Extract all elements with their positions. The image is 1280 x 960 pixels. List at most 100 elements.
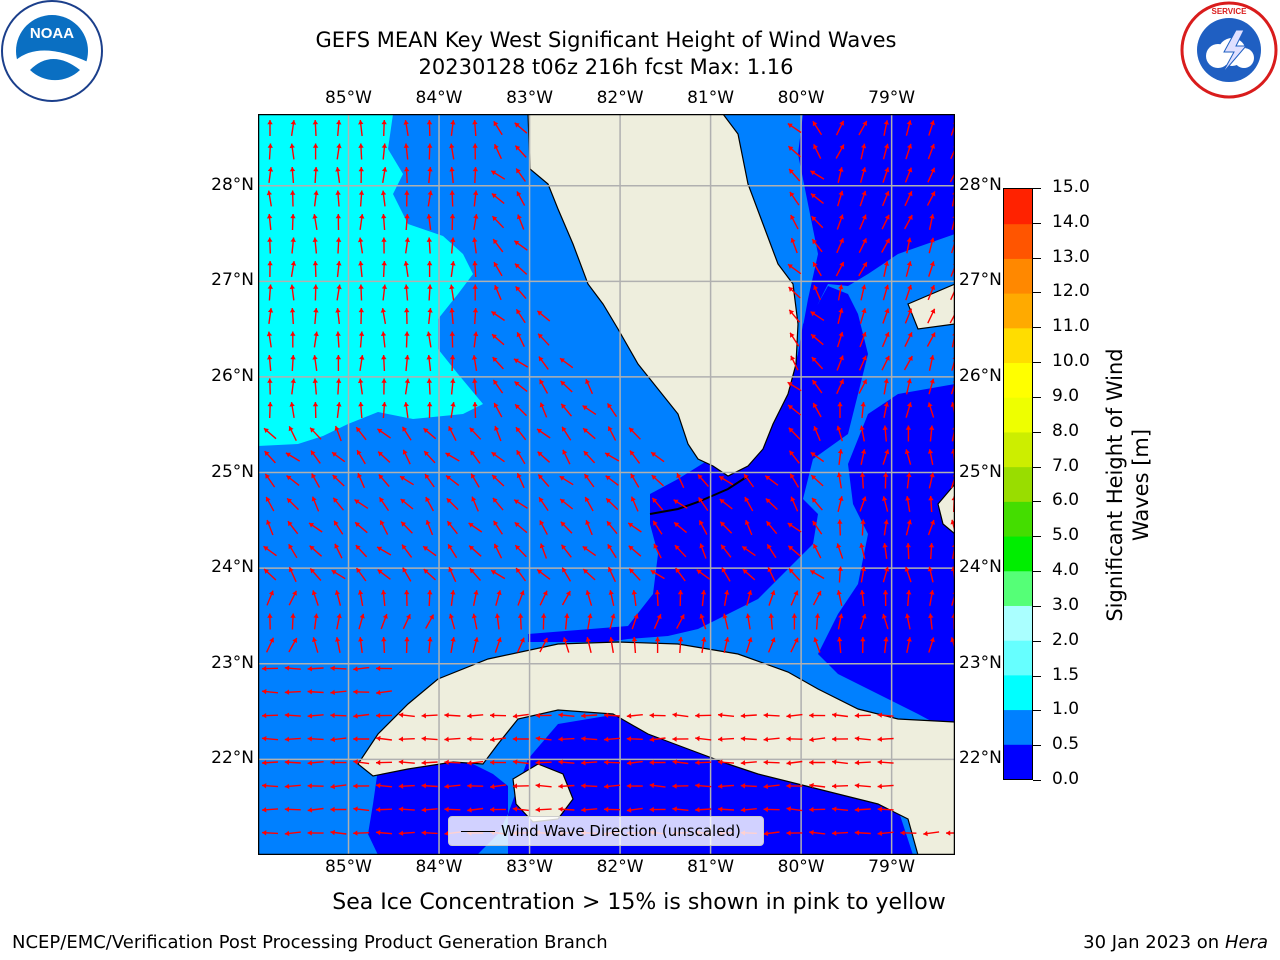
wave-arrow bbox=[427, 143, 433, 160]
wave-arrow bbox=[289, 284, 295, 301]
wave-arrow bbox=[469, 568, 482, 581]
wave-arrow bbox=[837, 636, 843, 654]
legend-line-swatch bbox=[461, 831, 495, 832]
wave-arrow bbox=[854, 760, 871, 766]
wave-arrow bbox=[859, 589, 865, 607]
wave-arrow bbox=[906, 237, 912, 254]
wave-arrow bbox=[928, 472, 935, 489]
wave-arrow bbox=[423, 450, 436, 464]
wave-arrow bbox=[444, 759, 461, 765]
wave-arrow bbox=[810, 170, 825, 180]
land-andros bbox=[937, 483, 955, 535]
wave-arrow bbox=[763, 736, 780, 742]
wave-arrow bbox=[514, 381, 528, 392]
colorbar-segment bbox=[1004, 674, 1032, 711]
colorbar-segment bbox=[1004, 258, 1032, 294]
wave-arrow bbox=[398, 712, 415, 718]
wave-arrow bbox=[904, 190, 913, 207]
wave-arrow bbox=[836, 355, 844, 371]
wave-arrow bbox=[264, 473, 276, 488]
land-bahamas bbox=[907, 283, 955, 330]
wave-arrow bbox=[649, 806, 666, 813]
wave-arrow bbox=[267, 401, 273, 419]
wave-arrow bbox=[267, 120, 273, 136]
colorbar-tick-label: 0.0 bbox=[1052, 769, 1080, 789]
wave-arrow bbox=[425, 614, 435, 629]
wave-arrow bbox=[859, 472, 866, 489]
wave-arrow bbox=[425, 496, 435, 512]
wave-arrow bbox=[512, 736, 529, 742]
wave-arrow bbox=[654, 589, 661, 607]
wave-arrow bbox=[583, 473, 595, 488]
wave-arrow bbox=[859, 496, 867, 512]
wave-arrow bbox=[357, 589, 364, 607]
wave-arrow bbox=[720, 544, 732, 558]
wave-arrow bbox=[472, 166, 478, 184]
colorbar-tick-label: 10.0 bbox=[1052, 351, 1090, 372]
wave-arrow bbox=[814, 613, 821, 630]
wave-arrow bbox=[906, 472, 912, 489]
wave-arrow bbox=[375, 759, 393, 766]
wave-arrow bbox=[883, 402, 889, 418]
wave-arrow bbox=[330, 806, 347, 813]
wave-arrow bbox=[699, 613, 707, 630]
wave-arrow bbox=[375, 665, 393, 672]
wave-arrow bbox=[336, 378, 342, 395]
wave-arrow bbox=[585, 637, 592, 653]
colorbar-tick-label: 15.0 bbox=[1052, 177, 1090, 197]
wave-arrow bbox=[489, 806, 507, 813]
wave-arrow bbox=[765, 520, 778, 535]
wave-arrow bbox=[333, 520, 344, 535]
wave-arrow bbox=[403, 284, 410, 301]
wave-arrow bbox=[877, 759, 894, 765]
wave-arrow bbox=[561, 590, 571, 606]
colorbar-segment bbox=[1004, 640, 1032, 676]
wave-arrow bbox=[470, 473, 480, 488]
wave-arrow bbox=[336, 143, 342, 160]
wave-arrow bbox=[603, 759, 621, 765]
colorbar-segment bbox=[1004, 744, 1032, 779]
colorbar-tick-label: 4.0 bbox=[1052, 560, 1080, 581]
wave-arrow bbox=[380, 589, 387, 607]
wave-arrow bbox=[740, 713, 757, 719]
wave-arrow bbox=[467, 783, 484, 789]
wave-arrow bbox=[380, 190, 387, 207]
wave-arrow bbox=[603, 806, 621, 813]
map-legend: Wind Wave Direction (unscaled) bbox=[448, 816, 764, 846]
wave-arrow bbox=[446, 497, 459, 511]
wave-arrow bbox=[512, 759, 529, 765]
wave-arrow bbox=[450, 261, 456, 277]
wave-arrow bbox=[381, 119, 387, 137]
wave-arrow bbox=[858, 237, 867, 254]
wave-arrow bbox=[837, 496, 844, 512]
wave-arrow bbox=[359, 214, 365, 230]
lat-tick-label-left: 28°N bbox=[211, 174, 254, 195]
wave-arrow bbox=[376, 546, 392, 556]
wave-arrow bbox=[927, 167, 936, 183]
wave-arrow bbox=[719, 498, 733, 510]
wave-arrow bbox=[538, 497, 549, 511]
wave-arrow bbox=[723, 637, 730, 653]
wave-arrow bbox=[312, 213, 318, 231]
footer-right: 30 Jan 2023 on Hera bbox=[1083, 932, 1268, 953]
wave-arrow bbox=[743, 473, 755, 488]
colorbar-segment bbox=[1004, 397, 1032, 433]
wave-arrow bbox=[789, 332, 800, 347]
lon-tick-label-top: 80°W bbox=[777, 88, 825, 108]
wave-arrow bbox=[562, 449, 571, 465]
wave-arrow bbox=[335, 637, 341, 653]
wave-arrow bbox=[472, 401, 478, 419]
wave-arrow bbox=[836, 543, 844, 559]
colorbar-tick-label: 8.0 bbox=[1052, 420, 1080, 441]
wave-arrow bbox=[514, 521, 528, 534]
wave-arrow bbox=[404, 166, 410, 184]
wave-arrow bbox=[787, 263, 802, 275]
wave-arrow bbox=[489, 759, 507, 766]
lat-tick-label-left: 26°N bbox=[211, 365, 254, 386]
wave-arrow bbox=[787, 404, 802, 416]
wave-arrow bbox=[402, 449, 411, 465]
wave-arrow bbox=[858, 261, 868, 277]
wave-arrow bbox=[514, 544, 527, 558]
wave-arrow bbox=[265, 637, 275, 653]
wave-arrow bbox=[811, 379, 823, 394]
